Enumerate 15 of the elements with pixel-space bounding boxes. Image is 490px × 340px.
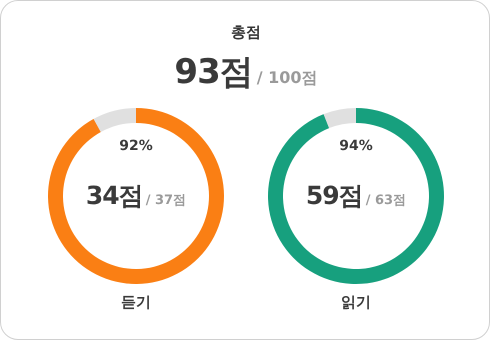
text: 59점 [306,181,363,210]
text: 93점 [174,52,253,92]
data-label: 94% [339,138,373,154]
text: 총점 [230,23,262,43]
donut-slice [48,108,224,284]
donut-slice [324,108,356,128]
text: / 63점 [366,193,406,208]
text: / 37점 [146,193,186,208]
donut-slice [268,108,444,284]
text: / 100점 [256,68,318,87]
text: 34점 [86,181,143,210]
text: 읽기 [340,293,372,312]
donut-slice [94,108,136,132]
data-label: 92% [119,138,153,154]
text: 듣기 [120,293,152,312]
